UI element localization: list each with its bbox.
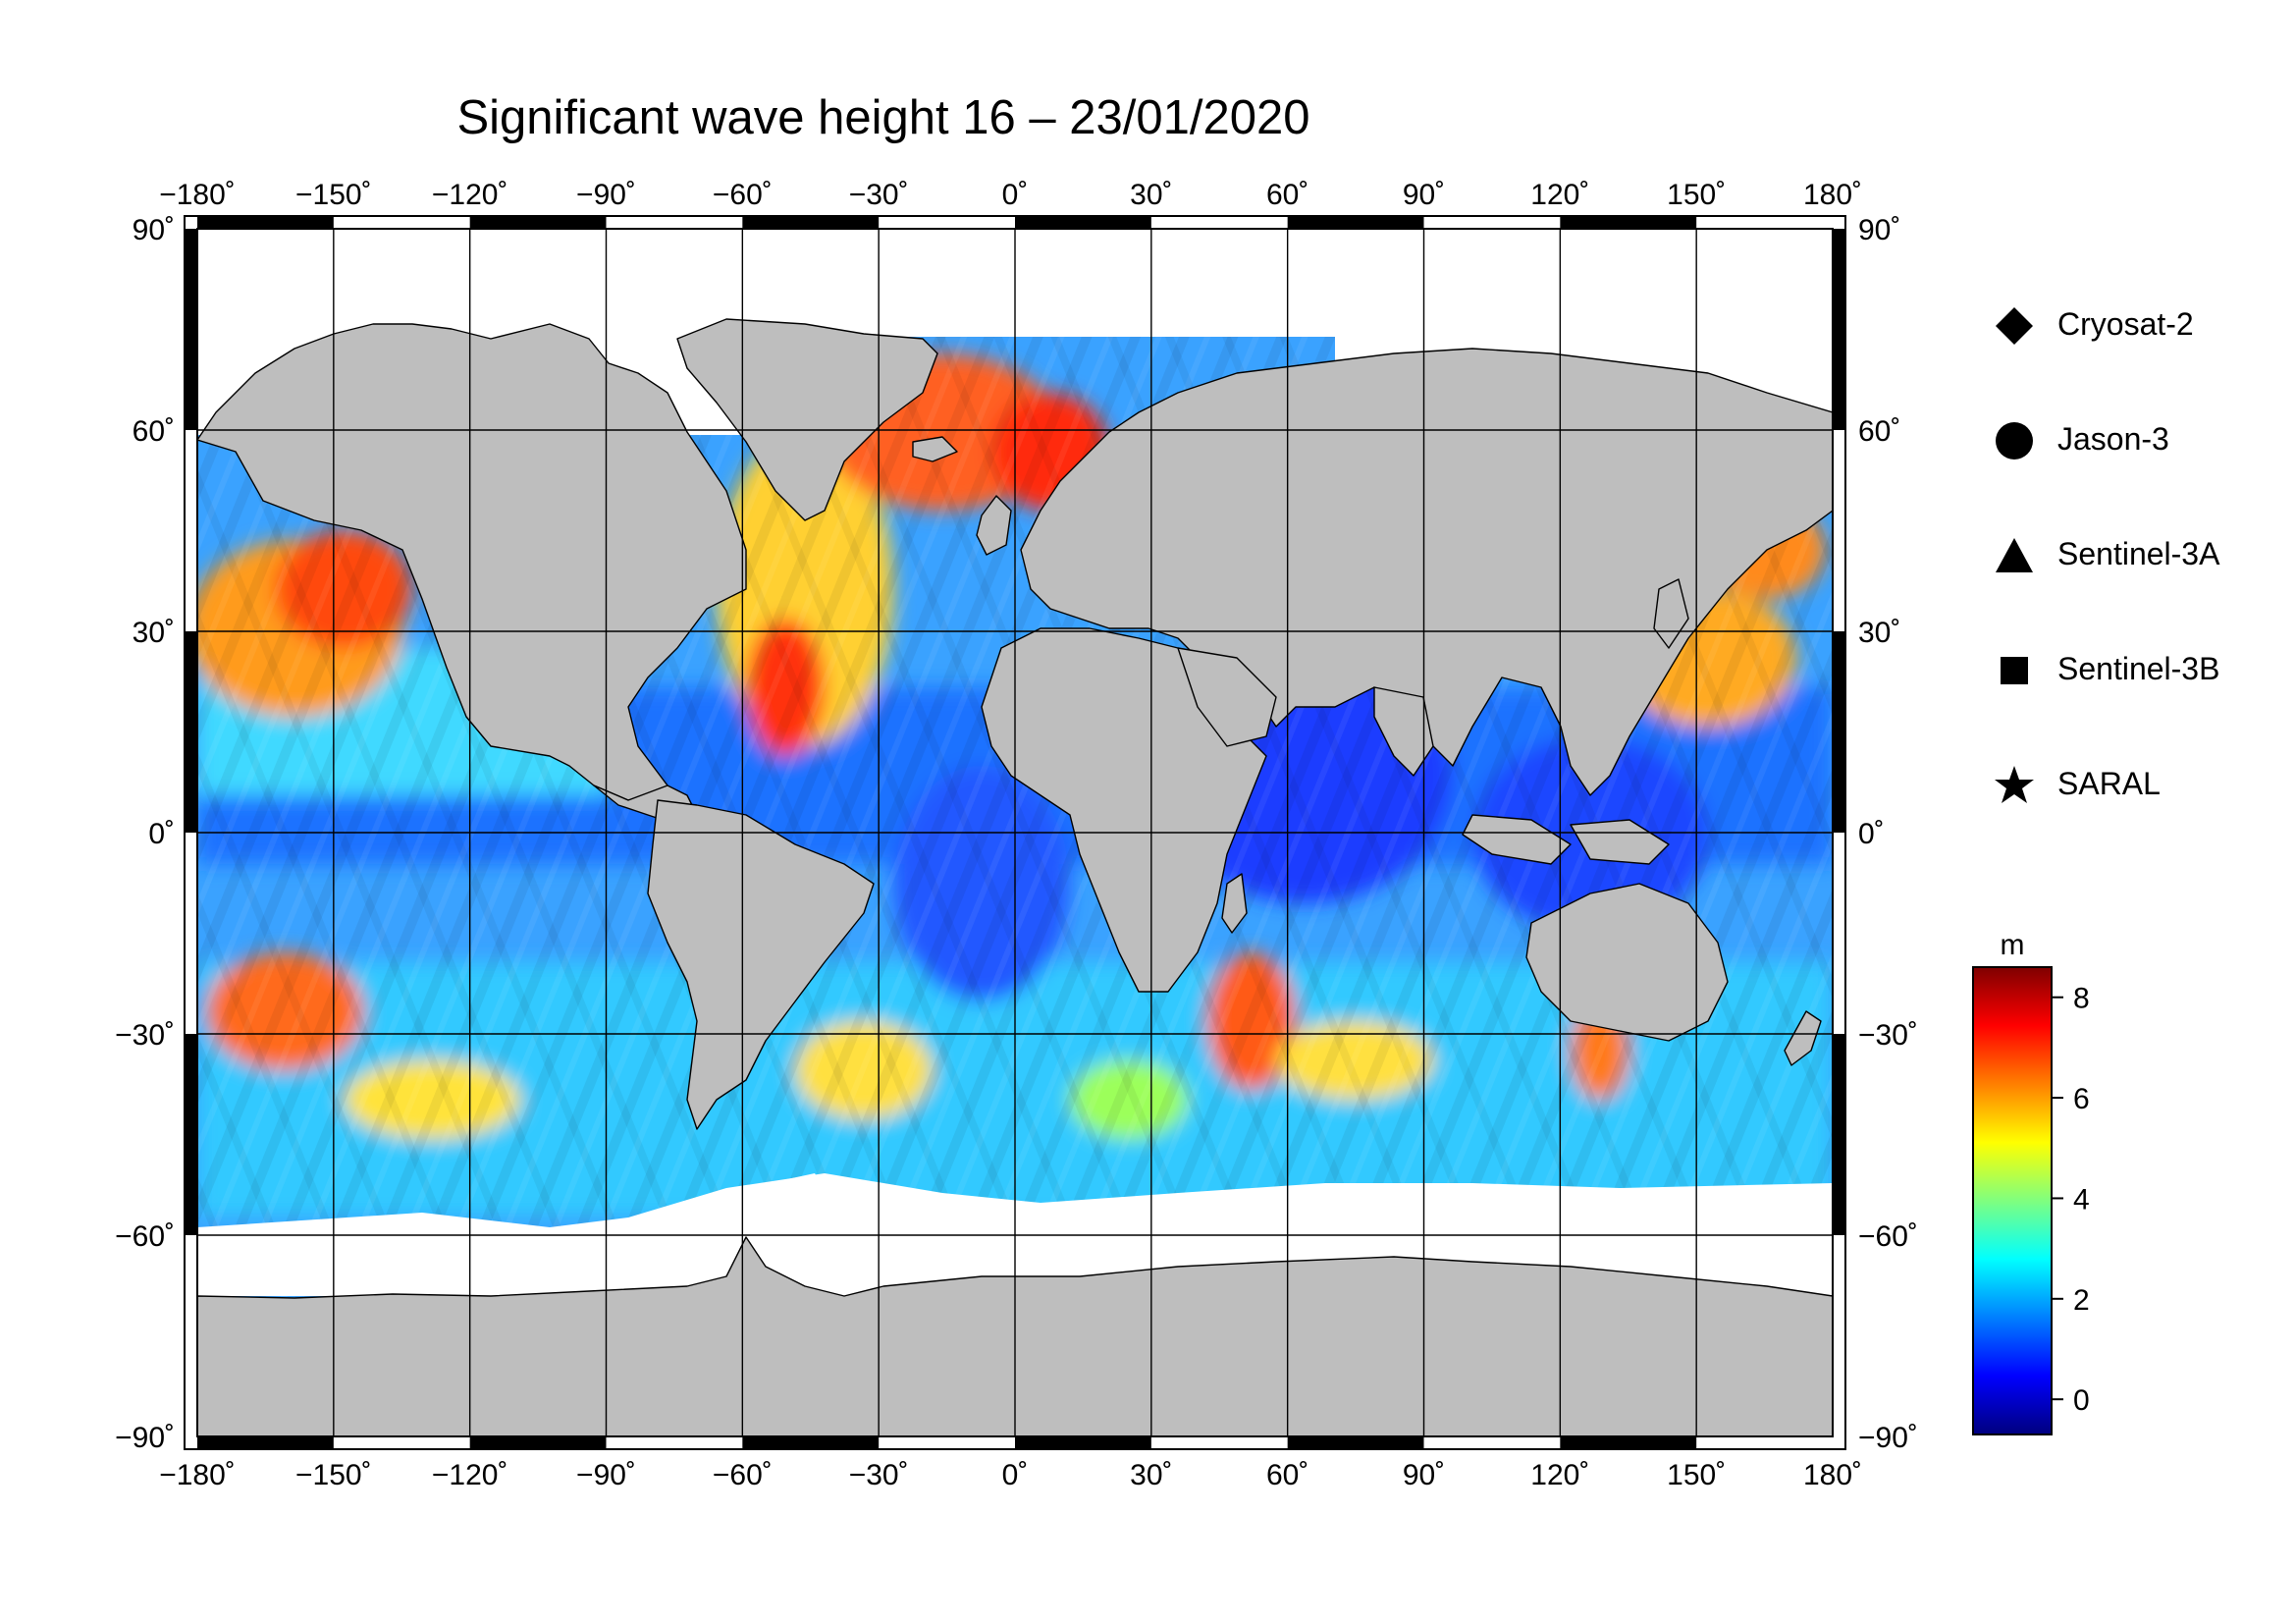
lon-tick-label: 150˚ bbox=[1667, 1459, 1726, 1491]
frame-bar-right bbox=[1833, 229, 1845, 430]
lon-tick-label: 60˚ bbox=[1266, 1459, 1308, 1491]
frame-bar-bottom bbox=[1560, 1436, 1697, 1449]
lon-tick-label: −60˚ bbox=[713, 179, 773, 211]
circle-icon bbox=[1996, 422, 2033, 460]
lat-tick-label: 30˚ bbox=[1858, 617, 1900, 649]
colorbar-tick-label: 6 bbox=[2073, 1083, 2090, 1115]
lon-tick-label: −30˚ bbox=[849, 1459, 909, 1491]
lat-tick-label: −30˚ bbox=[115, 1019, 175, 1052]
lat-tick-label: −90˚ bbox=[115, 1422, 175, 1454]
lon-tick-label: −60˚ bbox=[713, 1459, 773, 1491]
chart-title: Significant wave height 16 – 23/01/2020 bbox=[456, 91, 1310, 144]
legend-label: SARAL bbox=[2057, 766, 2161, 801]
graticule bbox=[197, 229, 1833, 1436]
lat-tick-label: 90˚ bbox=[133, 214, 175, 246]
lat-tick-label: −90˚ bbox=[1858, 1422, 1918, 1454]
colorbar-tick-label: 2 bbox=[2073, 1284, 2090, 1317]
lon-tick-label: −90˚ bbox=[576, 179, 636, 211]
lon-tick-label: 180˚ bbox=[1803, 179, 1862, 211]
lat-tick-label: 60˚ bbox=[1858, 415, 1900, 448]
colorbar: m 0 2 4 6 8 bbox=[1972, 929, 2090, 1435]
frame-bar-left bbox=[185, 229, 197, 430]
lat-tick-labels-left: 90˚ 60˚ 30˚ 0˚ −30˚ −60˚ −90˚ bbox=[115, 214, 175, 1454]
lat-tick-label: 90˚ bbox=[1858, 214, 1900, 246]
legend-label: Sentinel-3A bbox=[2057, 536, 2220, 571]
diamond-icon bbox=[1996, 307, 2033, 345]
lat-tick-label: −60˚ bbox=[115, 1220, 175, 1253]
frame-bar-top bbox=[1287, 216, 1424, 229]
lon-tick-label: 0˚ bbox=[1002, 179, 1029, 211]
frame-bar-top bbox=[742, 216, 880, 229]
lat-tick-label: 0˚ bbox=[1858, 818, 1885, 850]
lon-tick-label: 60˚ bbox=[1266, 179, 1308, 211]
lat-tick-label: −60˚ bbox=[1858, 1220, 1918, 1253]
frame-bar-left bbox=[185, 631, 197, 833]
lon-tick-label: 180˚ bbox=[1803, 1459, 1862, 1491]
lon-tick-label: −150˚ bbox=[295, 179, 372, 211]
lon-tick-label: 120˚ bbox=[1530, 1459, 1589, 1491]
frame-bar-top bbox=[197, 216, 334, 229]
lon-tick-label: −30˚ bbox=[849, 179, 909, 211]
lon-tick-label: 0˚ bbox=[1002, 1459, 1029, 1491]
colorbar-tick-label: 4 bbox=[2073, 1183, 2090, 1216]
map-frame bbox=[184, 215, 1846, 1450]
lon-tick-label: −150˚ bbox=[295, 1459, 372, 1491]
square-icon bbox=[2001, 657, 2028, 684]
frame-bar-top bbox=[469, 216, 607, 229]
frame-bar-bottom bbox=[1287, 1436, 1424, 1449]
frame-bar-left bbox=[185, 1034, 197, 1235]
colorbar-gradient bbox=[1972, 966, 2053, 1435]
triangle-icon bbox=[1996, 538, 2033, 572]
colorbar-unit: m bbox=[2001, 929, 2025, 961]
lon-tick-label: 150˚ bbox=[1667, 179, 1726, 211]
map-area bbox=[197, 229, 1833, 1436]
frame-bar-right bbox=[1833, 1034, 1845, 1235]
frame-bar-top bbox=[1015, 216, 1151, 229]
lon-tick-label: 90˚ bbox=[1403, 1459, 1445, 1491]
lon-tick-label: 30˚ bbox=[1130, 1459, 1172, 1491]
lat-tick-label: −30˚ bbox=[1858, 1019, 1918, 1052]
frame-bar-bottom bbox=[1015, 1436, 1151, 1449]
lon-tick-labels-bottom: −180˚ −150˚ −120˚ −90˚ −60˚ −30˚ 0˚ 30˚ 60˚ 90˚ 12… bbox=[159, 1459, 1862, 1491]
frame-bar-top bbox=[1560, 216, 1697, 229]
lat-tick-label: 0˚ bbox=[148, 818, 175, 850]
lat-tick-label: 30˚ bbox=[133, 617, 175, 649]
lon-tick-label: −180˚ bbox=[159, 179, 236, 211]
lat-tick-labels-right: 90˚ 60˚ 30˚ 0˚ −30˚ −60˚ −90˚ bbox=[1858, 214, 1918, 1454]
legend-label: Jason-3 bbox=[2057, 421, 2169, 457]
lon-tick-label: −180˚ bbox=[159, 1459, 236, 1491]
lon-tick-label: 120˚ bbox=[1530, 179, 1589, 211]
colorbar-tick-label: 8 bbox=[2073, 983, 2090, 1015]
frame-bar-bottom bbox=[742, 1436, 880, 1449]
colorbar-ticks: 0 2 4 6 8 bbox=[2052, 983, 2090, 1417]
frame-bar-right bbox=[1833, 631, 1845, 833]
lon-tick-label: −90˚ bbox=[576, 1459, 636, 1491]
lon-tick-labels-top: −180˚ −150˚ −120˚ −90˚ −60˚ −30˚ 0˚ 30˚ 60˚ 90˚ 12… bbox=[159, 179, 1862, 211]
lat-tick-label: 60˚ bbox=[133, 415, 175, 448]
lon-tick-label: −120˚ bbox=[432, 1459, 508, 1491]
frame-bar-bottom bbox=[197, 1436, 334, 1449]
star-icon bbox=[1995, 766, 2034, 803]
colorbar-tick-label: 0 bbox=[2073, 1384, 2090, 1417]
lon-tick-label: −120˚ bbox=[432, 179, 508, 211]
lon-tick-label: 90˚ bbox=[1403, 179, 1445, 211]
legend-label: Cryosat-2 bbox=[2057, 306, 2194, 342]
lon-tick-label: 30˚ bbox=[1130, 179, 1172, 211]
legend-label: Sentinel-3B bbox=[2057, 651, 2220, 686]
frame-bar-bottom bbox=[469, 1436, 607, 1449]
